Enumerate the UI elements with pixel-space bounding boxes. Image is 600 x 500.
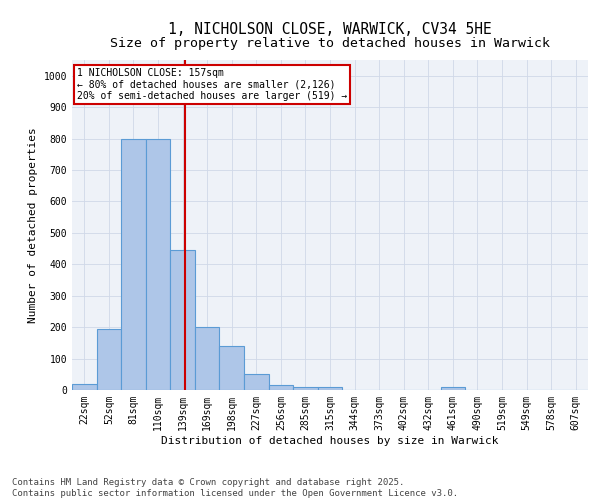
Bar <box>269 386 293 390</box>
X-axis label: Distribution of detached houses by size in Warwick: Distribution of detached houses by size … <box>161 436 499 446</box>
Bar <box>318 387 342 390</box>
Bar <box>220 346 244 390</box>
Bar <box>146 138 170 390</box>
Bar <box>293 387 318 390</box>
Bar <box>97 328 121 390</box>
Bar <box>195 327 220 390</box>
Text: Contains HM Land Registry data © Crown copyright and database right 2025.
Contai: Contains HM Land Registry data © Crown c… <box>12 478 458 498</box>
Text: 1 NICHOLSON CLOSE: 157sqm
← 80% of detached houses are smaller (2,126)
20% of se: 1 NICHOLSON CLOSE: 157sqm ← 80% of detac… <box>77 68 347 102</box>
Bar <box>72 384 97 390</box>
Bar <box>440 387 465 390</box>
Text: Size of property relative to detached houses in Warwick: Size of property relative to detached ho… <box>110 38 550 51</box>
Bar <box>244 374 269 390</box>
Bar <box>170 250 195 390</box>
Text: 1, NICHOLSON CLOSE, WARWICK, CV34 5HE: 1, NICHOLSON CLOSE, WARWICK, CV34 5HE <box>168 22 492 38</box>
Bar <box>121 138 146 390</box>
Y-axis label: Number of detached properties: Number of detached properties <box>28 127 38 323</box>
